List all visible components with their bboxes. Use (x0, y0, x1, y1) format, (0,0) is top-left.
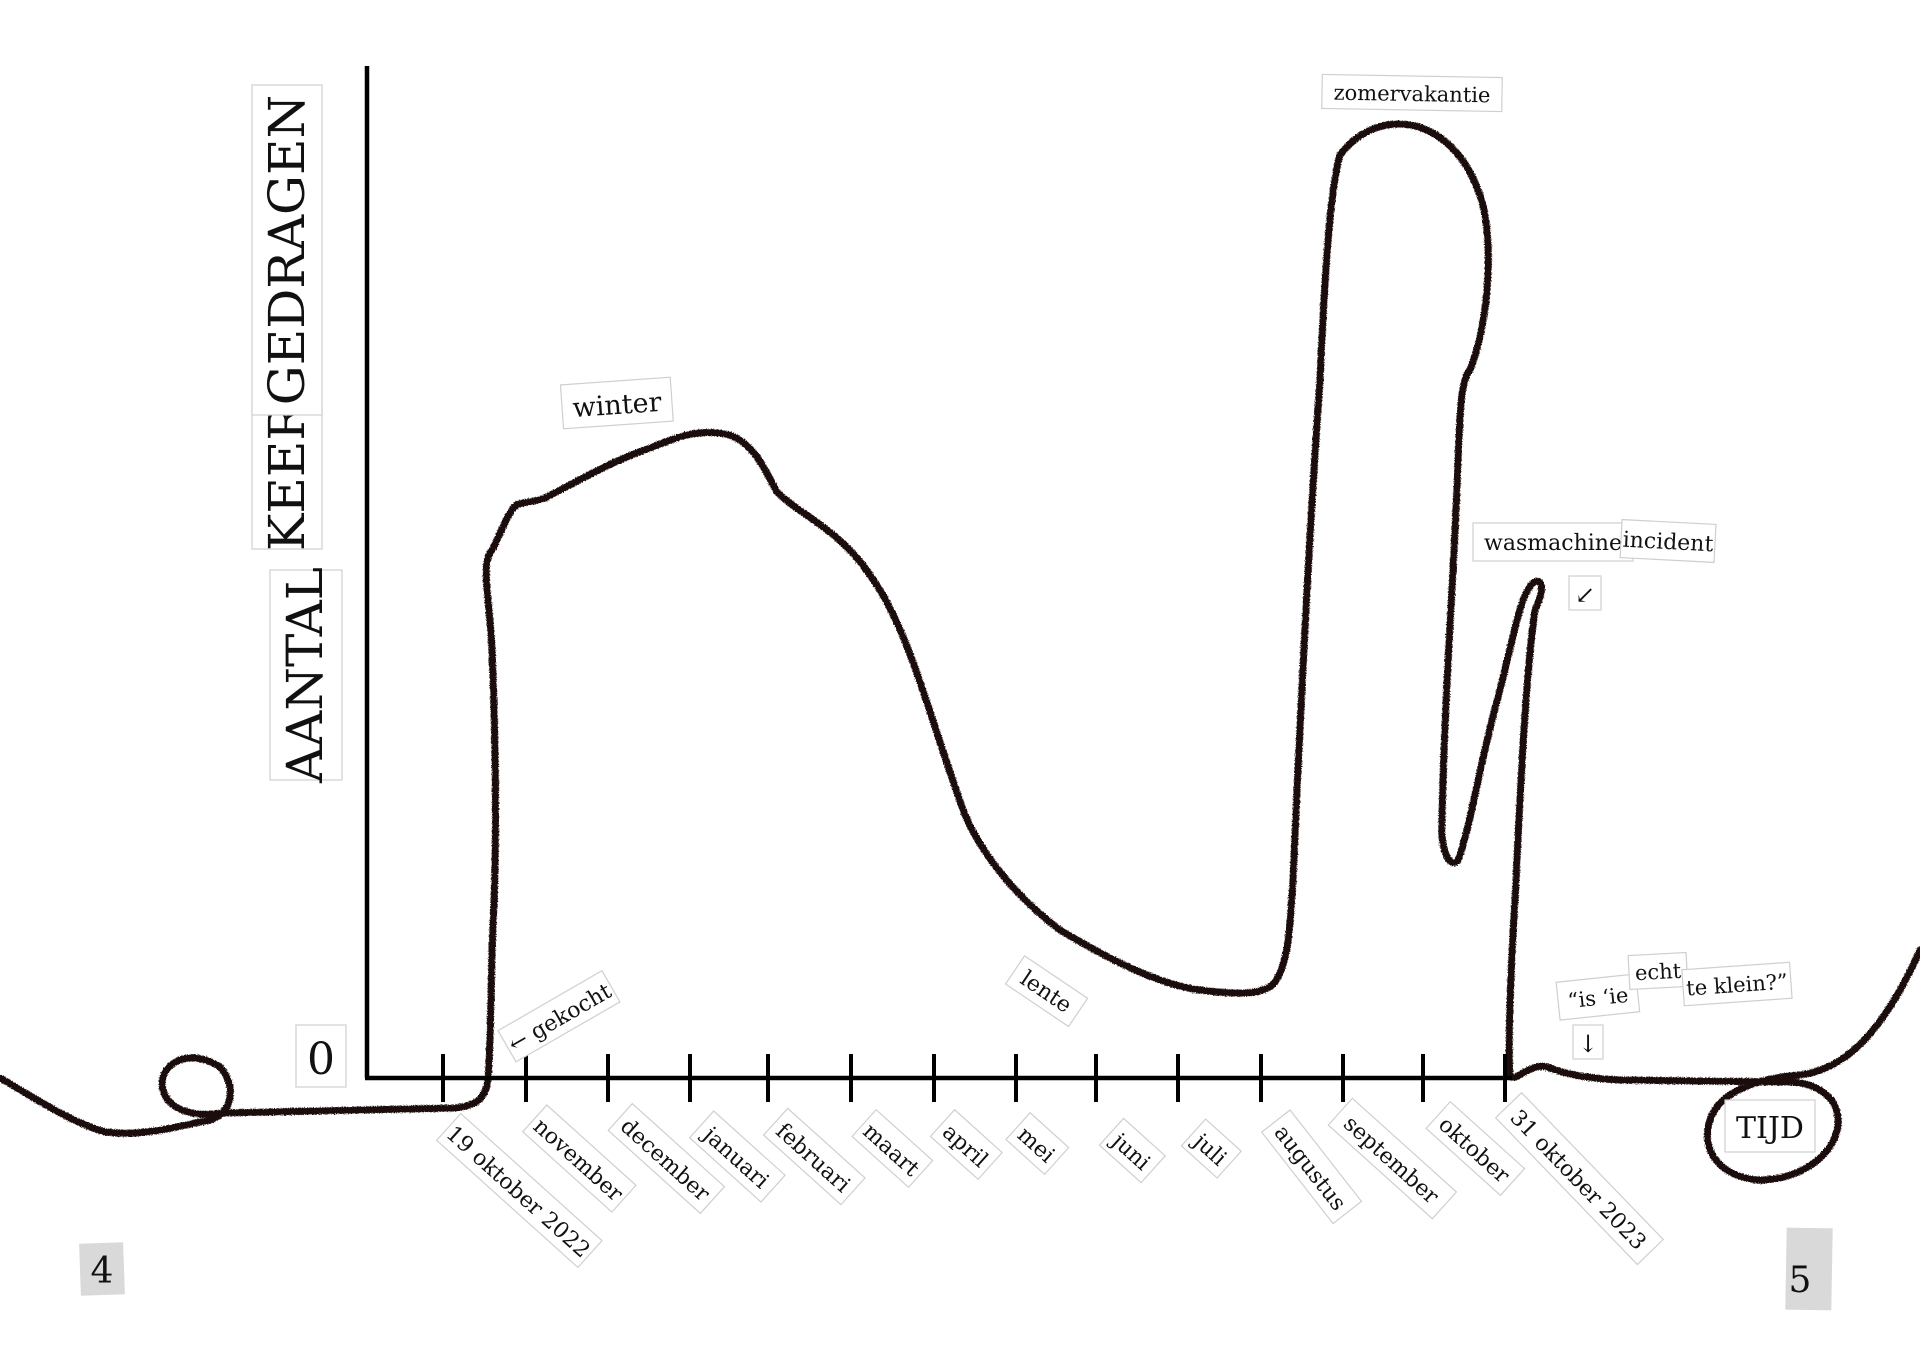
x-axis-label: TIJD (1724, 1099, 1816, 1153)
annotation-bought: ← gekocht (497, 969, 621, 1063)
page-number-left: 4 (79, 1242, 125, 1296)
annotation-spring: lente (1004, 954, 1089, 1028)
annotation-summer: zomervakantie (1321, 73, 1503, 113)
annotation-winter: winter (559, 376, 674, 430)
ylabel-word-3: GEDRAGEN (258, 95, 316, 405)
svg-text:TIJD: TIJD (1736, 1111, 1804, 1146)
svg-text:4: 4 (91, 1251, 114, 1292)
svg-text:echt: echt (1634, 959, 1682, 985)
x-ticks (441, 1054, 1507, 1102)
y-axis-label: AANTAL KEER GEDRAGEN (251, 84, 343, 784)
svg-text:zomervakantie: zomervakantie (1333, 81, 1490, 108)
yarn-line (0, 120, 1920, 1184)
ylabel-word-2: KEER (258, 402, 316, 551)
svg-text:winter: winter (572, 387, 663, 424)
svg-text:incident: incident (1622, 528, 1714, 558)
svg-text:↓: ↓ (1578, 1030, 1598, 1058)
svg-text:5: 5 (1789, 1260, 1812, 1301)
x-tick-label: 31 oktober 2023 (1505, 1105, 1651, 1255)
x-tick-labels: 19 oktober 2022 november december januar… (435, 1091, 1665, 1269)
svg-text:wasmachine: wasmachine (1484, 531, 1622, 556)
y-zero-label: 0 (295, 1024, 347, 1088)
annotation-question: “is ‘ie echt te klein?” ↓ (1555, 951, 1793, 1060)
annotation-washer: wasmachine incident ↙ (1472, 518, 1717, 611)
page-number-right: 5 (1785, 1227, 1833, 1311)
svg-text:↙: ↙ (1575, 581, 1595, 609)
ylabel-word-1: AANTAL (276, 567, 334, 784)
svg-text:0: 0 (307, 1034, 335, 1085)
